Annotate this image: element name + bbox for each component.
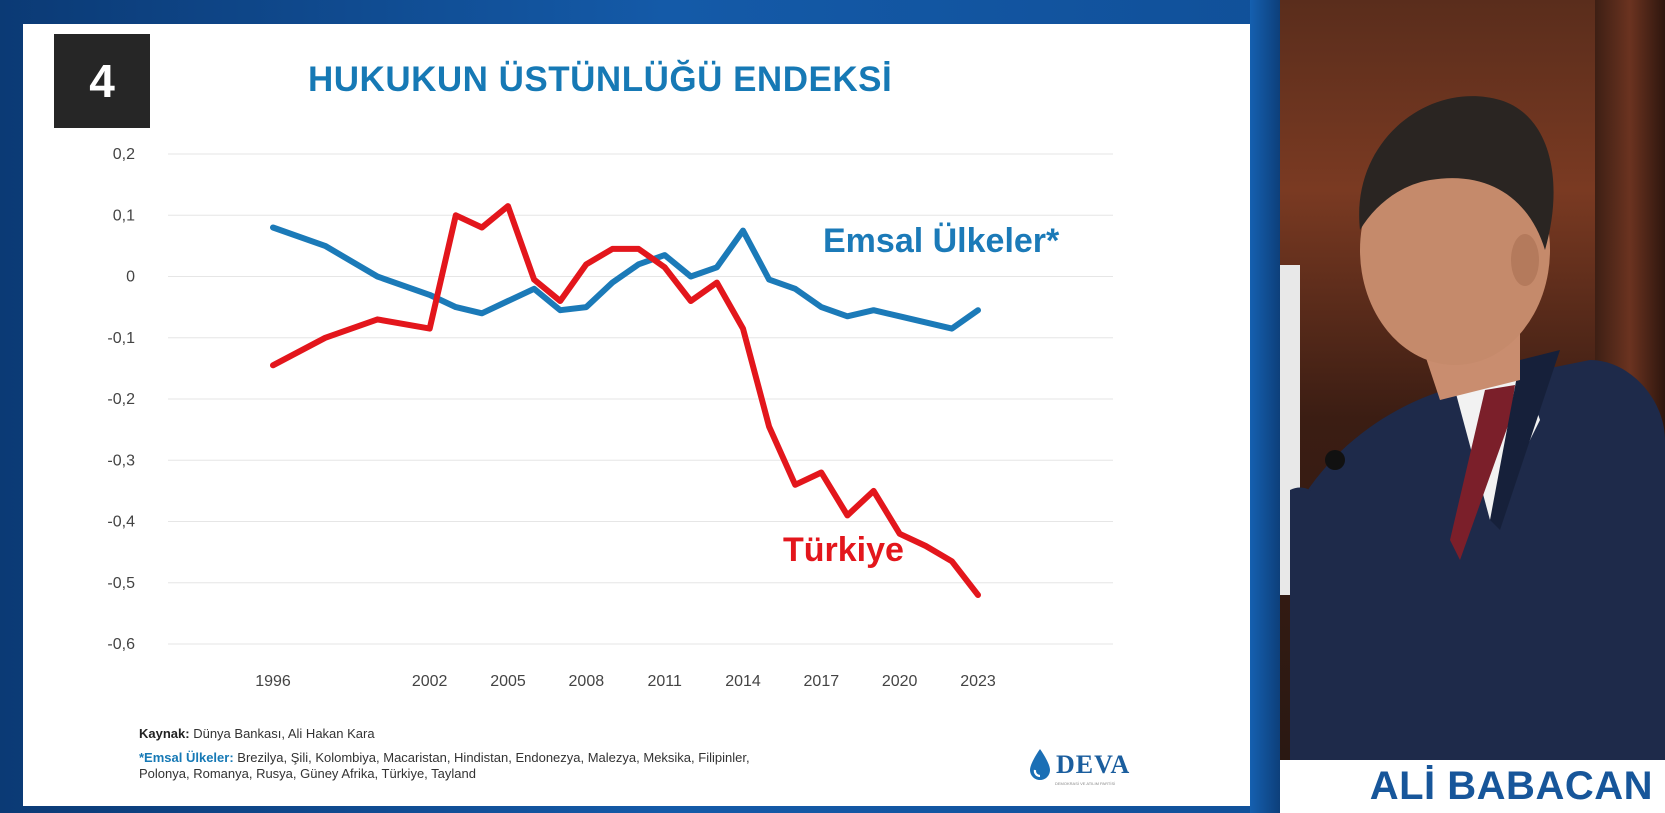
speaker-image	[1290, 96, 1665, 760]
x-tick-label: 2020	[882, 673, 918, 690]
source-text: Dünya Bankası, Ali Hakan Kara	[193, 726, 375, 741]
x-tick-label: 2005	[490, 673, 526, 690]
line-chart: 0,2 0,1 0 -0,1 -0,2 -0,3 -0,4 -0,5 -0,6 1996 2002…	[107, 146, 1113, 690]
deva-logo: DEVA	[1028, 748, 1130, 782]
y-tick-label: -0,2	[107, 391, 135, 408]
y-tick-label: -0,1	[107, 330, 135, 347]
series-lines	[270, 203, 981, 598]
y-tick-label: 0	[126, 269, 135, 286]
water-drop-icon	[1030, 749, 1050, 780]
speaker-name: ALİ BABACAN	[1369, 764, 1653, 808]
grid-lines	[168, 153, 1113, 645]
series-label-emsal-ulkeler: Emsal Ülkeler*	[823, 222, 1060, 260]
source-note: Kaynak: Dünya Bankası, Ali Hakan Kara	[139, 726, 375, 741]
series-label-turkiye: Türkiye	[783, 531, 904, 569]
series-line-emsal-ulkeler	[270, 224, 981, 332]
deva-logo-text: DEVA	[1056, 750, 1131, 779]
source-label: Kaynak:	[139, 726, 190, 741]
y-axis-ticks: 0,2 0,1 0 -0,1 -0,2 -0,3 -0,4 -0,5 -0,6	[107, 146, 135, 653]
y-tick-label: -0,5	[107, 575, 135, 592]
x-axis-ticks: 1996 2002 2005 2008 2011 2014 2017 2020 2023	[255, 673, 996, 690]
x-tick-label: 2014	[725, 673, 761, 690]
y-tick-label: 0,2	[113, 146, 135, 163]
x-tick-label: 2023	[960, 673, 996, 690]
name-lower-third: ALİ BABACAN	[1280, 760, 1665, 813]
x-tick-label: 1996	[255, 673, 291, 690]
speaker-video	[1280, 0, 1665, 760]
y-tick-label: -0,4	[107, 514, 135, 531]
peer-countries-text: Brezilya, Şili, Kolombiya, Macaristan, H…	[139, 750, 750, 781]
x-tick-label: 2017	[804, 673, 840, 690]
peer-countries-note: *Emsal Ülkeler: Brezilya, Şili, Kolombiy…	[139, 750, 759, 782]
x-tick-label: 2002	[412, 673, 448, 690]
chart-title: HUKUKUN ÜSTÜNLÜĞÜ ENDEKSİ	[308, 60, 893, 99]
slide: 4 HUKUKUN ÜSTÜNLÜĞÜ ENDEKSİ 0,2 0,1 0 -0,1 -…	[23, 24, 1250, 806]
deva-logo-subtext: DEMOKRASİ VE ATILIM PARTİSİ	[1055, 781, 1116, 786]
slide-border	[1250, 0, 1280, 813]
series-line-turkiye	[270, 203, 981, 598]
y-tick-label: 0,1	[113, 207, 135, 224]
slide-number: 4	[54, 34, 150, 128]
peer-countries-label: *Emsal Ülkeler:	[139, 750, 234, 765]
y-tick-label: -0,3	[107, 452, 135, 469]
x-tick-label: 2008	[569, 673, 605, 690]
x-tick-label: 2011	[647, 673, 682, 690]
series-labels: Emsal Ülkeler* Türkiye	[783, 222, 1060, 569]
y-tick-label: -0,6	[107, 636, 135, 653]
